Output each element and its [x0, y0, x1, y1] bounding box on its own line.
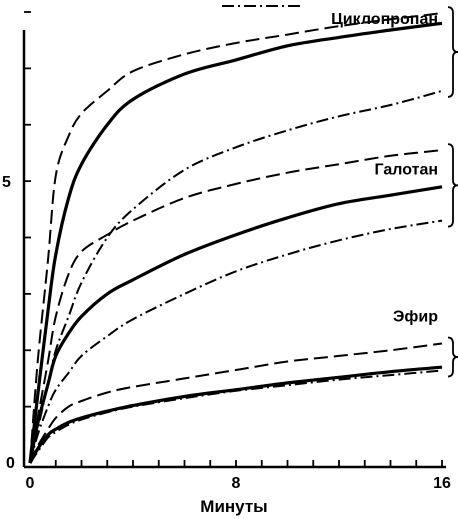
group-label: Галотан [375, 161, 438, 178]
group-label: Циклопропан [331, 11, 438, 28]
y-tick-label: 5 [2, 174, 11, 191]
axes [22, 30, 446, 469]
series-line-0-dashed [29, 12, 443, 464]
y-ticks: 05 [2, 11, 31, 472]
series-line-1-dash-dot [29, 219, 443, 464]
x-tick-label: 0 [26, 475, 35, 492]
series-line-1-solid [28, 185, 443, 464]
group-brace [447, 6, 458, 98]
x-ticks: 0 8 16 [26, 460, 451, 492]
series-line-0-solid [28, 21, 443, 464]
x-tick-label: 8 [232, 475, 241, 492]
group-label: Эфир [393, 308, 438, 325]
series-line-1-dashed [29, 149, 443, 464]
y-tick-label: 0 [6, 455, 15, 472]
series-line-2-solid [28, 365, 443, 464]
group-brace [447, 143, 458, 228]
group-labels: Циклопропан Галотан Эфир [331, 6, 458, 378]
series-layer [28, 12, 443, 464]
x-tick-label: 16 [433, 475, 451, 492]
x-axis-title: Минуты [200, 497, 267, 516]
series-line-0-dash-dot [29, 89, 443, 464]
group-brace [447, 336, 458, 378]
series-line-2-dashed [29, 342, 443, 464]
series-line-2-dash-dot [29, 369, 443, 464]
